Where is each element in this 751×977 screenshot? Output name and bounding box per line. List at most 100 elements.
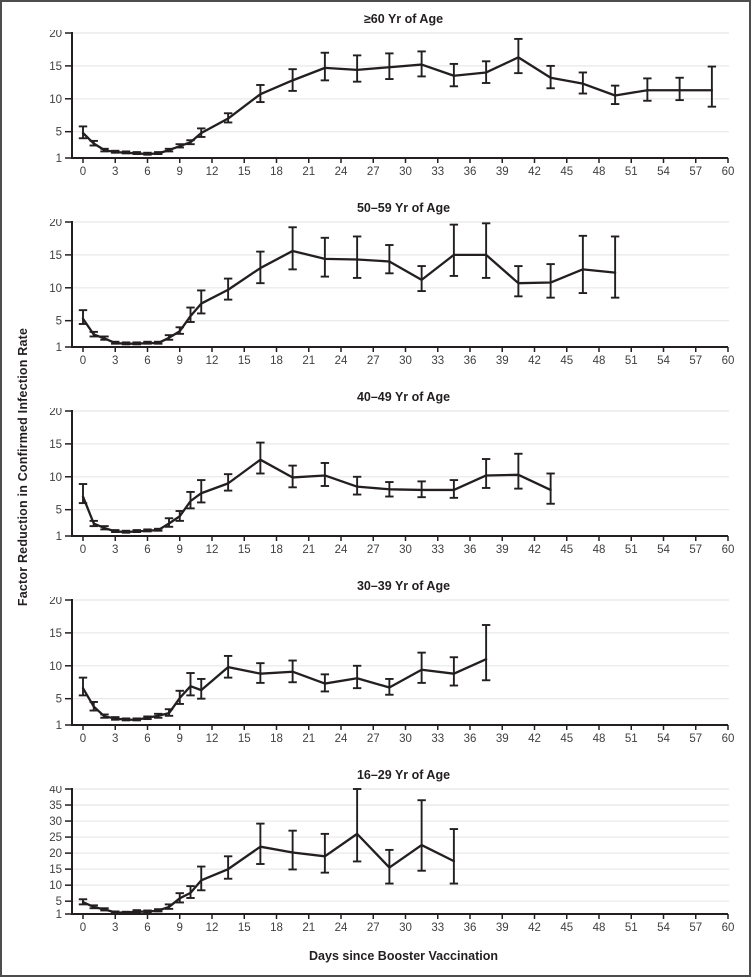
panel-age-50-59: 50–59 Yr of Age 1 5 10 15 20 0 3 6 9 12 15 18 21 24 27… bbox=[2, 195, 749, 376]
svg-text:12: 12 bbox=[206, 544, 219, 556]
svg-text:0: 0 bbox=[80, 544, 86, 556]
panel-age-16-29: 16–29 Yr of Age 1 5 10 15 20 25 30 35 40 0 3 6 9 12 15… bbox=[2, 762, 749, 943]
svg-text:60: 60 bbox=[722, 355, 735, 367]
svg-text:15: 15 bbox=[49, 439, 62, 451]
svg-text:12: 12 bbox=[206, 355, 219, 367]
svg-text:6: 6 bbox=[144, 166, 150, 178]
svg-text:51: 51 bbox=[625, 544, 638, 556]
svg-text:3: 3 bbox=[112, 922, 118, 934]
svg-text:33: 33 bbox=[431, 733, 444, 745]
svg-text:27: 27 bbox=[367, 355, 380, 367]
svg-text:9: 9 bbox=[177, 922, 183, 934]
svg-text:42: 42 bbox=[528, 922, 541, 934]
panel-age-40-49: 40–49 Yr of Age 1 5 10 15 20 0 3 6 9 12 15 18 21 24 27… bbox=[2, 384, 749, 565]
panel-title: 40–49 Yr of Age bbox=[356, 390, 451, 404]
svg-text:51: 51 bbox=[625, 922, 638, 934]
svg-text:18: 18 bbox=[270, 544, 283, 556]
svg-text:21: 21 bbox=[302, 922, 315, 934]
svg-text:33: 33 bbox=[431, 544, 444, 556]
svg-text:1: 1 bbox=[56, 909, 62, 921]
svg-text:6: 6 bbox=[144, 544, 150, 556]
svg-text:33: 33 bbox=[431, 922, 444, 934]
svg-text:36: 36 bbox=[464, 922, 477, 934]
svg-text:1: 1 bbox=[56, 342, 62, 354]
svg-text:60: 60 bbox=[722, 922, 735, 934]
svg-text:3: 3 bbox=[112, 733, 118, 745]
x-axis-title: Days since Booster Vaccination bbox=[309, 949, 498, 963]
svg-text:9: 9 bbox=[177, 166, 183, 178]
svg-text:42: 42 bbox=[528, 544, 541, 556]
svg-text:20: 20 bbox=[49, 219, 62, 229]
svg-text:20: 20 bbox=[49, 597, 62, 607]
svg-text:45: 45 bbox=[560, 733, 573, 745]
svg-text:20: 20 bbox=[49, 848, 62, 860]
svg-text:0: 0 bbox=[80, 922, 86, 934]
svg-text:18: 18 bbox=[270, 166, 283, 178]
svg-text:48: 48 bbox=[593, 922, 606, 934]
svg-text:12: 12 bbox=[206, 922, 219, 934]
svg-text:24: 24 bbox=[335, 166, 348, 178]
svg-text:5: 5 bbox=[56, 127, 62, 139]
svg-text:15: 15 bbox=[49, 250, 62, 262]
svg-text:45: 45 bbox=[560, 166, 573, 178]
svg-text:0: 0 bbox=[80, 733, 86, 745]
svg-text:12: 12 bbox=[206, 733, 219, 745]
svg-text:57: 57 bbox=[689, 922, 702, 934]
svg-text:54: 54 bbox=[657, 733, 670, 745]
svg-text:21: 21 bbox=[302, 733, 315, 745]
svg-text:0: 0 bbox=[80, 355, 86, 367]
svg-text:5: 5 bbox=[56, 694, 62, 706]
svg-text:30: 30 bbox=[399, 544, 412, 556]
svg-text:42: 42 bbox=[528, 733, 541, 745]
svg-text:30: 30 bbox=[399, 355, 412, 367]
svg-text:21: 21 bbox=[302, 355, 315, 367]
svg-text:10: 10 bbox=[49, 283, 62, 295]
svg-text:21: 21 bbox=[302, 544, 315, 556]
svg-text:54: 54 bbox=[657, 922, 670, 934]
svg-text:24: 24 bbox=[335, 355, 348, 367]
svg-text:5: 5 bbox=[56, 316, 62, 328]
svg-text:25: 25 bbox=[49, 832, 62, 844]
svg-text:39: 39 bbox=[496, 166, 509, 178]
svg-text:15: 15 bbox=[238, 355, 251, 367]
svg-text:36: 36 bbox=[464, 544, 477, 556]
svg-text:10: 10 bbox=[49, 880, 62, 892]
svg-text:10: 10 bbox=[49, 661, 62, 673]
svg-text:18: 18 bbox=[270, 355, 283, 367]
svg-text:20: 20 bbox=[49, 408, 62, 418]
panel-age-60-plus: ≥60 Yr of Age 1 5 10 15 20 0 3 6 9 12 15 18 21 24 27 30… bbox=[2, 6, 749, 187]
svg-text:39: 39 bbox=[496, 355, 509, 367]
svg-text:10: 10 bbox=[49, 472, 62, 484]
svg-text:36: 36 bbox=[464, 166, 477, 178]
panel-title: ≥60 Yr of Age bbox=[363, 12, 444, 26]
svg-text:48: 48 bbox=[593, 544, 606, 556]
svg-text:15: 15 bbox=[49, 864, 62, 876]
svg-text:27: 27 bbox=[367, 166, 380, 178]
svg-text:48: 48 bbox=[593, 733, 606, 745]
svg-text:39: 39 bbox=[496, 733, 509, 745]
svg-text:57: 57 bbox=[689, 355, 702, 367]
svg-text:1: 1 bbox=[56, 531, 62, 543]
svg-text:39: 39 bbox=[496, 922, 509, 934]
svg-text:9: 9 bbox=[177, 733, 183, 745]
svg-text:5: 5 bbox=[56, 896, 62, 908]
svg-text:33: 33 bbox=[431, 166, 444, 178]
svg-text:51: 51 bbox=[625, 733, 638, 745]
svg-text:24: 24 bbox=[335, 922, 348, 934]
svg-text:33: 33 bbox=[431, 355, 444, 367]
svg-text:57: 57 bbox=[689, 166, 702, 178]
svg-text:48: 48 bbox=[593, 355, 606, 367]
svg-text:48: 48 bbox=[593, 166, 606, 178]
svg-text:20: 20 bbox=[49, 30, 62, 40]
svg-text:5: 5 bbox=[56, 505, 62, 517]
svg-text:1: 1 bbox=[56, 720, 62, 732]
svg-text:24: 24 bbox=[335, 544, 348, 556]
svg-text:60: 60 bbox=[722, 733, 735, 745]
svg-text:42: 42 bbox=[528, 166, 541, 178]
svg-text:45: 45 bbox=[560, 355, 573, 367]
svg-text:27: 27 bbox=[367, 922, 380, 934]
